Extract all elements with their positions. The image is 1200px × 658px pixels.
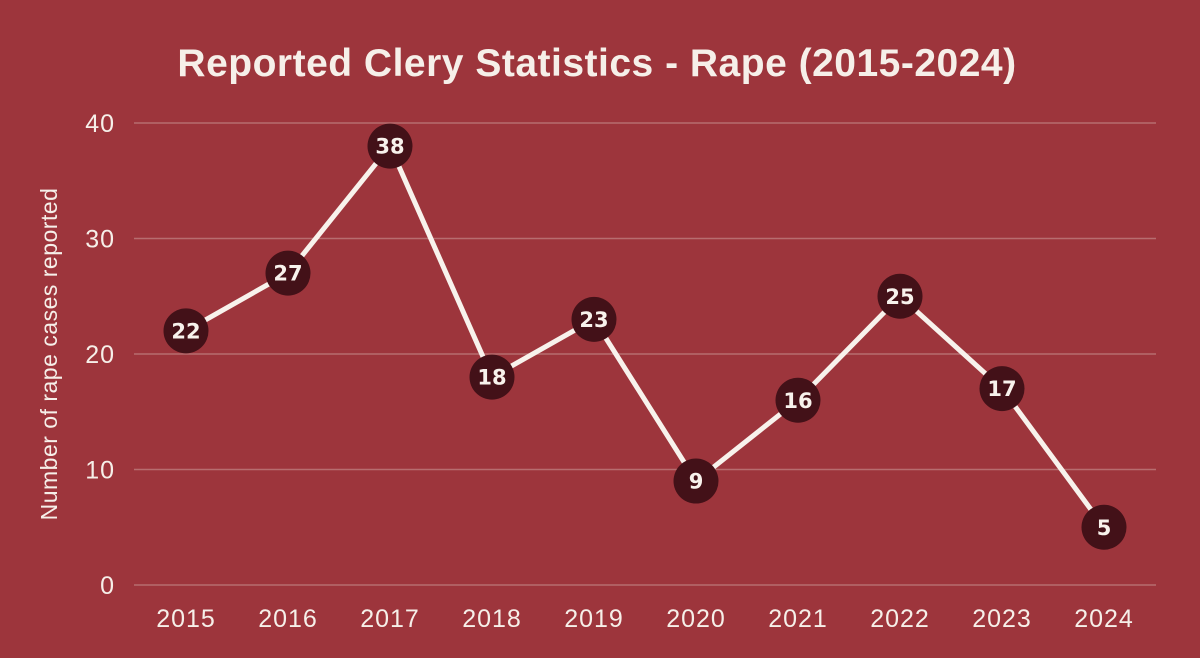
x-tick-label-2016: 2016 (258, 605, 318, 633)
data-point-2022 (877, 273, 923, 319)
data-point-label-2020: 9 (689, 470, 704, 494)
x-tick-label-2015: 2015 (156, 605, 216, 633)
y-tick-label-20: 20 (85, 341, 115, 369)
data-point-2018 (469, 354, 515, 400)
x-tick-label-2020: 2020 (666, 605, 726, 633)
x-tick-label-2019: 2019 (564, 605, 624, 633)
x-tick-label-2022: 2022 (870, 605, 930, 633)
data-point-label-2015: 22 (171, 319, 200, 343)
data-point-2023 (979, 366, 1025, 412)
data-point-2021 (775, 377, 821, 423)
data-point-2024 (1081, 504, 1127, 550)
data-point-label-2017: 38 (375, 135, 404, 159)
data-point-label-2021: 16 (783, 389, 812, 413)
data-point-label-2016: 27 (273, 262, 302, 286)
chart-title: Reported Clery Statistics - Rape (2015-2… (177, 42, 1016, 85)
x-tick-labels: 2015 2016 2017 2018 2019 2020 2021 2022 2023 2024 (156, 605, 1134, 633)
data-point-label-2019: 23 (579, 308, 608, 332)
y-tick-labels: 0 10 20 30 40 (85, 110, 115, 600)
x-tick-label-2018: 2018 (462, 605, 522, 633)
x-tick-label-2021: 2021 (768, 605, 828, 633)
y-tick-label-30: 30 (85, 226, 115, 254)
data-point-label-2022: 25 (885, 285, 914, 309)
data-points: 22 27 38 18 23 9 16 25 17 5 (163, 123, 1127, 550)
data-point-label-2024: 5 (1097, 516, 1112, 540)
line-series (183, 143, 1107, 530)
x-tick-label-2017: 2017 (360, 605, 420, 633)
data-point-label-2023: 17 (987, 377, 1016, 401)
data-point-2020 (673, 458, 719, 504)
y-tick-label-10: 10 (85, 457, 115, 485)
y-tick-label-40: 40 (85, 110, 115, 138)
y-tick-label-0: 0 (100, 572, 115, 600)
data-point-2015 (163, 308, 209, 354)
gridlines (134, 122, 1156, 586)
data-point-2016 (265, 250, 311, 296)
data-point-2017 (367, 123, 413, 169)
x-tick-label-2023: 2023 (972, 605, 1032, 633)
data-point-2019 (571, 296, 617, 342)
x-tick-label-2024: 2024 (1074, 605, 1134, 633)
y-axis-title: Number of rape cases reported (36, 188, 62, 521)
data-point-label-2018: 18 (477, 366, 506, 390)
